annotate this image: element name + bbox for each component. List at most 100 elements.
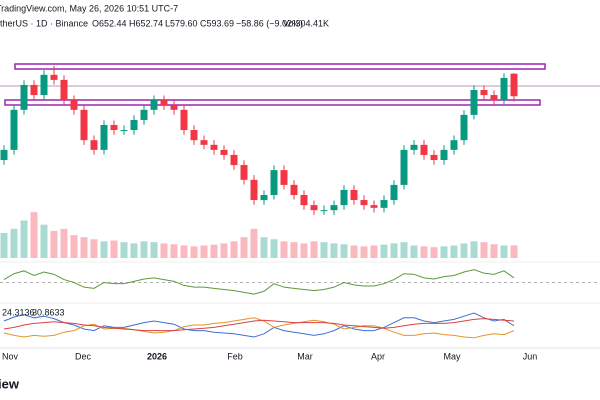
candle-body <box>370 205 378 208</box>
candle-body <box>240 165 248 180</box>
rsi-line <box>3 269 515 295</box>
volume-bar <box>340 244 348 258</box>
candle-body <box>40 74 48 96</box>
x-tick-label: May <box>443 351 461 361</box>
candle-body <box>310 205 318 211</box>
dmi-legend: 24.3136 <box>2 307 35 317</box>
candle-body <box>340 189 348 206</box>
volume-bar <box>480 242 488 258</box>
candle-body <box>210 144 218 150</box>
candle-body <box>160 100 168 106</box>
candle-body <box>270 170 278 195</box>
dmi-legend: 30.8633 <box>32 307 65 317</box>
candle-body <box>200 140 208 145</box>
volume-bar <box>10 228 18 258</box>
volume-bar <box>170 244 178 258</box>
candle-body <box>440 149 448 160</box>
x-tick-label: Dec <box>75 351 92 361</box>
open: O652.44 <box>92 18 127 28</box>
candle-body <box>230 154 238 166</box>
candle-body <box>0 149 8 160</box>
volume-bar <box>220 243 228 258</box>
volume-bar <box>400 242 408 258</box>
candle-body <box>390 184 398 201</box>
change: −58.86 (−9.02%) <box>236 18 303 28</box>
candle-body <box>260 195 268 201</box>
dmi-line <box>3 318 515 332</box>
volume-bar <box>20 220 28 258</box>
volume-bar <box>260 237 268 258</box>
candle-body <box>300 195 308 206</box>
volume-bar <box>40 224 48 258</box>
candle-body <box>280 170 288 185</box>
candle-body <box>90 140 98 150</box>
candle-body <box>430 154 438 160</box>
candle-body <box>70 100 78 110</box>
volume-bar <box>460 243 468 258</box>
candle-body <box>470 90 478 115</box>
x-tick-label: Mar <box>297 351 313 361</box>
candle-body <box>460 114 468 141</box>
volume-bar <box>80 237 88 258</box>
candle-body <box>410 144 418 150</box>
volume-bar <box>160 243 168 258</box>
zone-box <box>14 63 546 70</box>
source: TradingView.com, May 26, 2026 10:51 UTC-… <box>0 3 178 13</box>
candle-body <box>60 79 68 101</box>
volume-bar <box>100 241 108 258</box>
volume-bar <box>180 245 188 258</box>
volume-bar <box>370 245 378 258</box>
volume-bar <box>230 241 238 258</box>
volume-bar <box>300 243 308 258</box>
candle-body <box>480 90 488 96</box>
candle-body <box>180 109 188 131</box>
volume-bar <box>190 246 198 258</box>
candle-body <box>80 109 88 141</box>
candle-body <box>50 74 58 80</box>
candle-body <box>500 77 508 101</box>
candle-body <box>450 140 458 150</box>
volume-bar <box>410 245 418 258</box>
volume-bar <box>310 241 318 258</box>
x-tick-label: Jun <box>523 351 538 361</box>
volume-bar <box>280 241 288 258</box>
candle-body <box>350 189 358 201</box>
volume-label: Vol304.41K <box>283 18 329 28</box>
candle-body <box>170 105 178 110</box>
volume-bar <box>110 240 118 258</box>
candle-body <box>30 84 38 96</box>
volume-bar <box>500 245 508 258</box>
candle-body <box>100 125 108 150</box>
candle-body <box>400 149 408 185</box>
volume-bar <box>440 246 448 258</box>
candle-body <box>320 210 328 212</box>
volume-bar <box>60 228 68 258</box>
volume-bar <box>430 247 438 258</box>
logo: iew <box>0 376 20 391</box>
volume-bar <box>70 235 78 258</box>
candle-body <box>10 109 18 150</box>
candle-body <box>220 149 228 155</box>
x-tick-label: Feb <box>227 351 243 361</box>
candle-body <box>250 179 258 201</box>
volume-bar <box>490 244 498 258</box>
volume-bar <box>240 237 248 258</box>
volume-bar <box>350 245 358 258</box>
volume-bar <box>290 242 298 258</box>
volume-bar <box>150 242 158 258</box>
volume-bar <box>120 242 128 258</box>
candle-body <box>150 100 158 110</box>
candle-body <box>130 119 138 131</box>
x-tick-label: Apr <box>371 351 385 361</box>
candle-body <box>510 73 518 97</box>
volume-bar <box>270 239 278 258</box>
x-tick-label: Nov <box>2 351 19 361</box>
high: H652.74 <box>129 18 163 28</box>
volume-bar <box>360 246 368 258</box>
candle-body <box>110 125 118 131</box>
volume-bar <box>200 245 208 258</box>
volume-bar <box>250 228 258 258</box>
candle-body <box>360 200 368 206</box>
volume-bar <box>140 241 148 258</box>
